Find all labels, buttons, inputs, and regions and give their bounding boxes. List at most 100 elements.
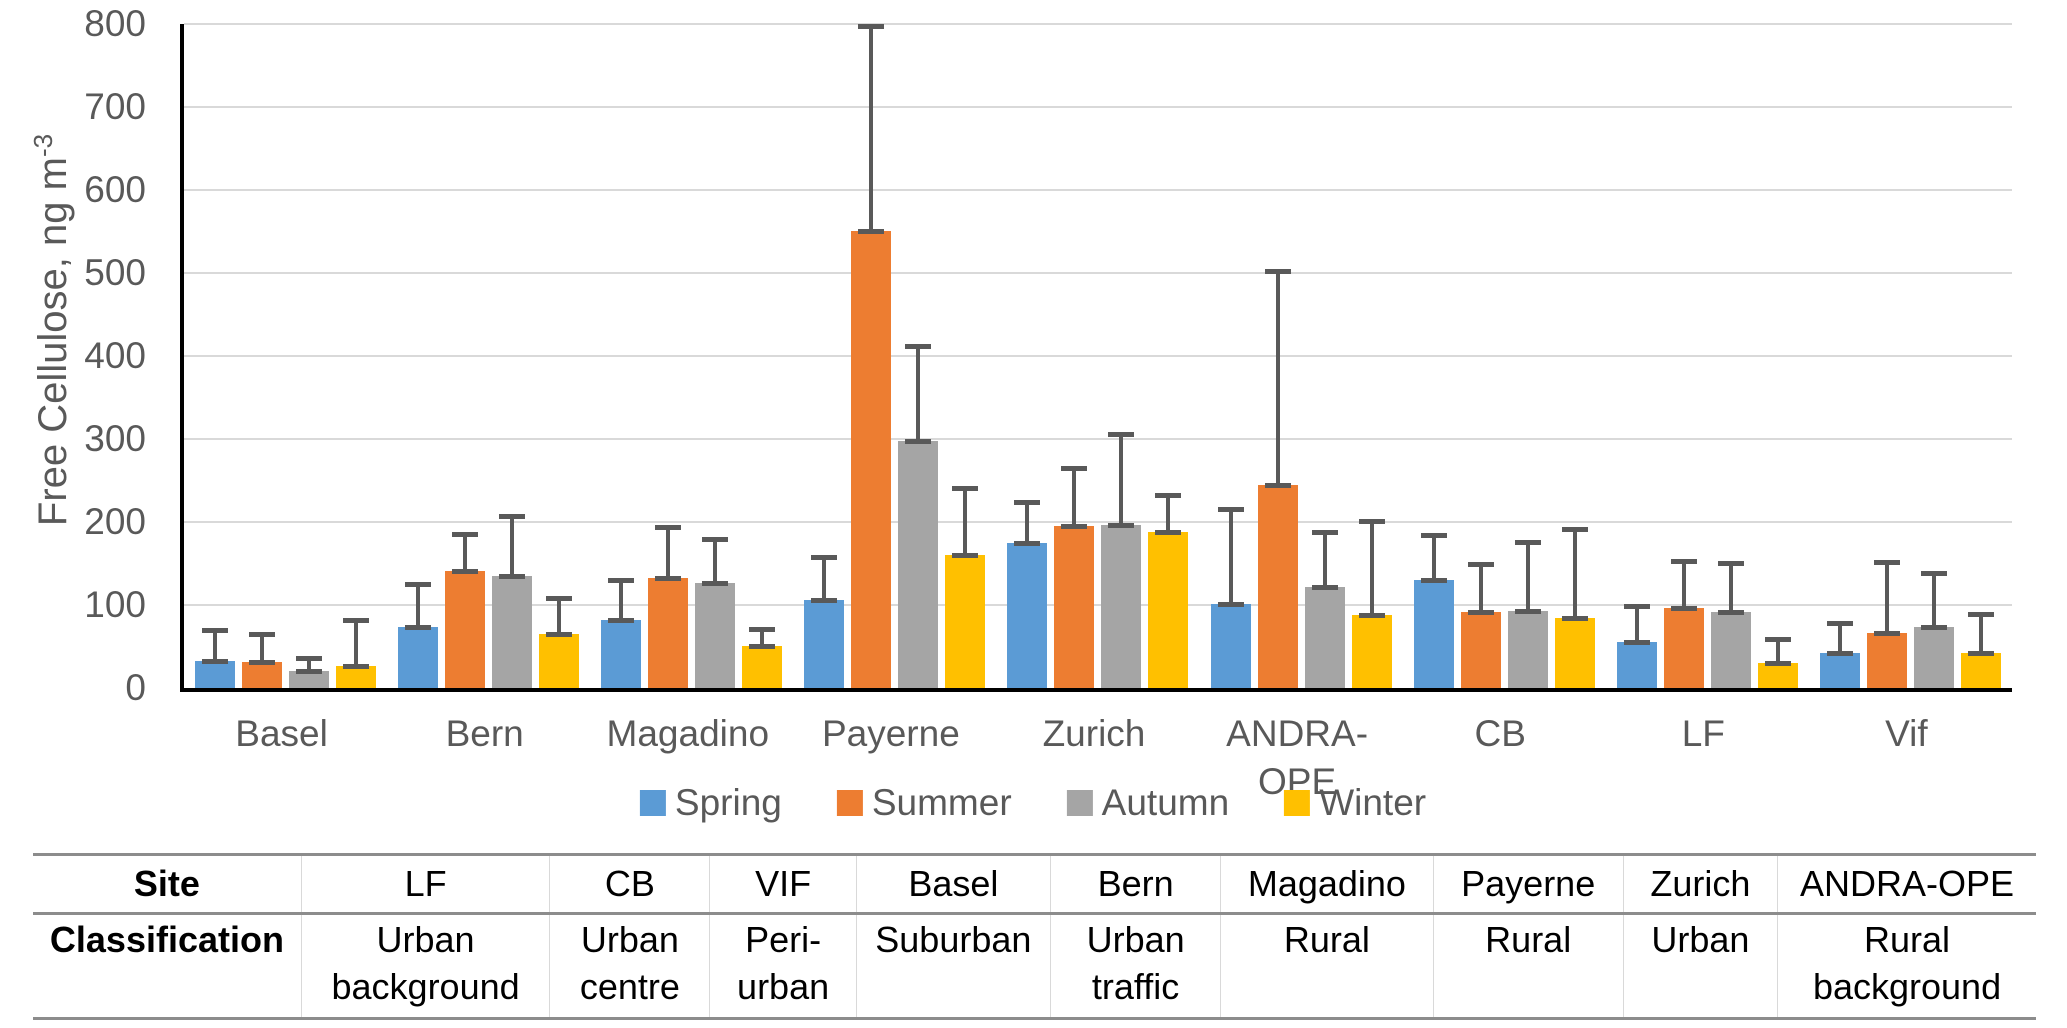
- table-cell: Urban background: [300, 913, 550, 1019]
- error-bar-cap-top: [1420, 533, 1447, 538]
- error-bar-line: [1369, 519, 1374, 615]
- x-label-Payerne: Payerne: [821, 713, 960, 754]
- y-tick-label: 300: [84, 418, 146, 459]
- barwrap-Summer-Bern: [445, 24, 486, 688]
- barwrap-Summer-Vif: [1866, 24, 1907, 688]
- table-cell: Suburban: [855, 913, 1051, 1019]
- y-tick-label: 700: [84, 86, 146, 127]
- barwrap-Spring-CB: [1413, 24, 1454, 688]
- error-bar-cap-top: [1217, 507, 1244, 512]
- x-label-Basel: Basel: [235, 713, 328, 754]
- table-row-classification: Classification Urban background Urban cent…: [33, 913, 2036, 1019]
- error-bar-cap-top: [1670, 559, 1697, 564]
- barwrap-Autumn-Bern: [492, 24, 533, 688]
- barwrap-Summer-CB: [1460, 24, 1501, 688]
- y-axis-tick-labels: 0 100 200 300 400 500 600 700 800: [0, 0, 146, 720]
- legend-item-summer: Summer: [836, 782, 1012, 824]
- legend: Spring Summer Autumn Winter: [639, 782, 1426, 824]
- barwrap-Spring-Payerne: [804, 24, 845, 688]
- barwrap-Summer-Basel: [242, 24, 283, 688]
- gridline-100: [184, 604, 2012, 606]
- legend-label: Spring: [674, 782, 782, 823]
- barwrap-Winter-LF: [1757, 24, 1798, 688]
- legend-swatch-summer-icon: [836, 790, 863, 816]
- table-cell: Magadino: [1220, 854, 1434, 915]
- bar-Summer-Zurich: [1054, 526, 1095, 688]
- error-bar-line: [1634, 604, 1639, 642]
- bar-Autumn-Bern: [492, 576, 533, 688]
- error-bar-cap-top: [1108, 432, 1135, 437]
- legend-item-autumn: Autumn: [1066, 782, 1229, 824]
- table-cell: Urban centre: [549, 913, 710, 1019]
- bar-Autumn-Basel: [289, 671, 330, 688]
- error-bar-line: [1978, 612, 1983, 653]
- error-bar-cap-top: [655, 525, 682, 530]
- error-bar-line: [354, 618, 359, 666]
- error-bar-cap-top: [1467, 562, 1494, 567]
- legend-label: Summer: [871, 782, 1012, 823]
- error-bar-cap-bottom: [1873, 631, 1900, 636]
- barwrap-Spring-LF: [1616, 24, 1657, 688]
- error-bar-cap-bottom: [1561, 616, 1588, 621]
- bar-Summer-Vif: [1866, 633, 1907, 688]
- barwrap-Summer-Zurich: [1054, 24, 1095, 688]
- error-bar-cap-bottom: [546, 632, 573, 637]
- barwrap-Winter-CB: [1554, 24, 1595, 688]
- error-bar-line: [1119, 432, 1124, 525]
- bar-Spring-Bern: [398, 627, 439, 688]
- bar-group-CB: [1403, 24, 1606, 688]
- bar-group-Vif: [1809, 24, 2012, 688]
- error-bar-cap-bottom: [1623, 640, 1650, 645]
- error-bar-cap-top: [702, 537, 729, 542]
- y-tick-label: 0: [125, 667, 146, 708]
- barwrap-Autumn-CB: [1507, 24, 1548, 688]
- error-bar-cap-bottom: [499, 574, 526, 579]
- table-cell: Peri-urban: [709, 913, 857, 1019]
- gridline-300: [184, 438, 2012, 440]
- gridline-200: [184, 521, 2012, 523]
- error-bar-cap-top: [811, 555, 838, 560]
- error-bar-cap-top: [296, 656, 323, 661]
- gridline-500: [184, 272, 2012, 274]
- bar-Autumn-LF: [1710, 612, 1751, 688]
- x-label-CB: CB: [1474, 713, 1526, 754]
- error-bar-line: [1275, 269, 1280, 485]
- gridline-600: [184, 189, 2012, 191]
- error-bar-line: [1322, 530, 1327, 587]
- error-bar-cap-bottom: [811, 598, 838, 603]
- error-bar-cap-top: [1014, 500, 1041, 505]
- barwrap-Winter-Payerne: [945, 24, 986, 688]
- barwrap-Winter-Bern: [539, 24, 580, 688]
- error-bar-cap-top: [1717, 561, 1744, 566]
- bar-Winter-Vif: [1960, 653, 2001, 688]
- error-bar-cap-top: [1920, 571, 1947, 576]
- error-bar-cap-bottom: [1420, 578, 1447, 583]
- error-bar-cap-bottom: [608, 618, 635, 623]
- bar-group-Zurich: [996, 24, 1199, 688]
- barwrap-Autumn-Payerne: [898, 24, 939, 688]
- error-bar-line: [1431, 533, 1436, 580]
- x-label-Magadino: Magadino: [606, 713, 770, 754]
- bar-Autumn-ANDRA-OPE: [1304, 587, 1345, 688]
- error-bar-cap-bottom: [1967, 651, 1994, 656]
- barwrap-Winter-Vif: [1960, 24, 2001, 688]
- table-cell: Payerne: [1432, 854, 1624, 915]
- bar-group-Basel: [184, 24, 387, 688]
- error-bar-cap-bottom: [1108, 523, 1135, 528]
- error-bar-cap-bottom: [858, 229, 885, 234]
- x-label-LF: LF: [1681, 713, 1725, 754]
- error-bar-cap-bottom: [1826, 651, 1853, 656]
- error-bar-cap-top: [905, 344, 932, 349]
- barwrap-Autumn-Vif: [1913, 24, 1954, 688]
- table-row-site: Site LF CB VIF Basel Bern Magadino Payerne Zuric…: [33, 854, 2036, 915]
- error-bar-line: [1837, 621, 1842, 653]
- legend-swatch-spring-icon: [639, 790, 666, 816]
- error-bar-line: [463, 532, 468, 571]
- error-bar-line: [1525, 540, 1530, 611]
- bar-Spring-Zurich: [1007, 543, 1048, 688]
- error-bar-line: [1681, 559, 1686, 608]
- error-bar-cap-bottom: [296, 669, 323, 674]
- table-cell: Rural: [1220, 913, 1434, 1019]
- error-bar-line: [619, 578, 624, 620]
